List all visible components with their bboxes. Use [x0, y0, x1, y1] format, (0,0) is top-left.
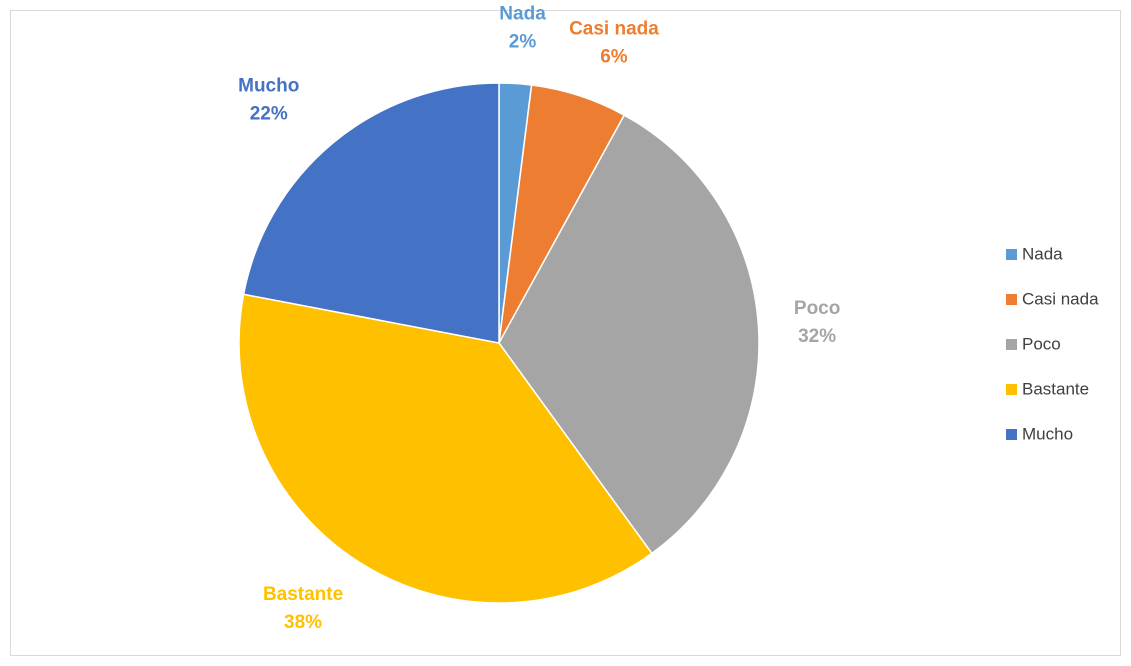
data-label-name: Mucho: [238, 75, 299, 96]
pie-slice: [242, 82, 500, 344]
legend-label: Poco: [1022, 334, 1061, 353]
data-label-name: Casi nada: [569, 18, 659, 39]
legend-label: Casi nada: [1022, 289, 1099, 308]
legend-label: Mucho: [1022, 424, 1073, 443]
data-label-name: Poco: [794, 298, 840, 319]
data-label-value: 6%: [600, 46, 628, 67]
pie-slice: [498, 114, 760, 555]
pie-slice: [238, 293, 653, 604]
data-label-name: Bastante: [263, 584, 343, 605]
data-label-value: 22%: [250, 103, 288, 124]
legend-swatch: [1006, 249, 1017, 260]
data-label-value: 2%: [509, 32, 537, 53]
data-label-value: 32%: [798, 326, 836, 347]
legend-swatch: [1006, 294, 1017, 305]
legend-label: Bastante: [1022, 379, 1089, 398]
legend-swatch: [1006, 339, 1017, 350]
data-label-value: 38%: [284, 612, 322, 633]
legend-swatch: [1006, 429, 1017, 440]
legend-label: Nada: [1022, 244, 1063, 263]
data-label-name: Nada: [499, 4, 546, 25]
legend-swatch: [1006, 384, 1017, 395]
